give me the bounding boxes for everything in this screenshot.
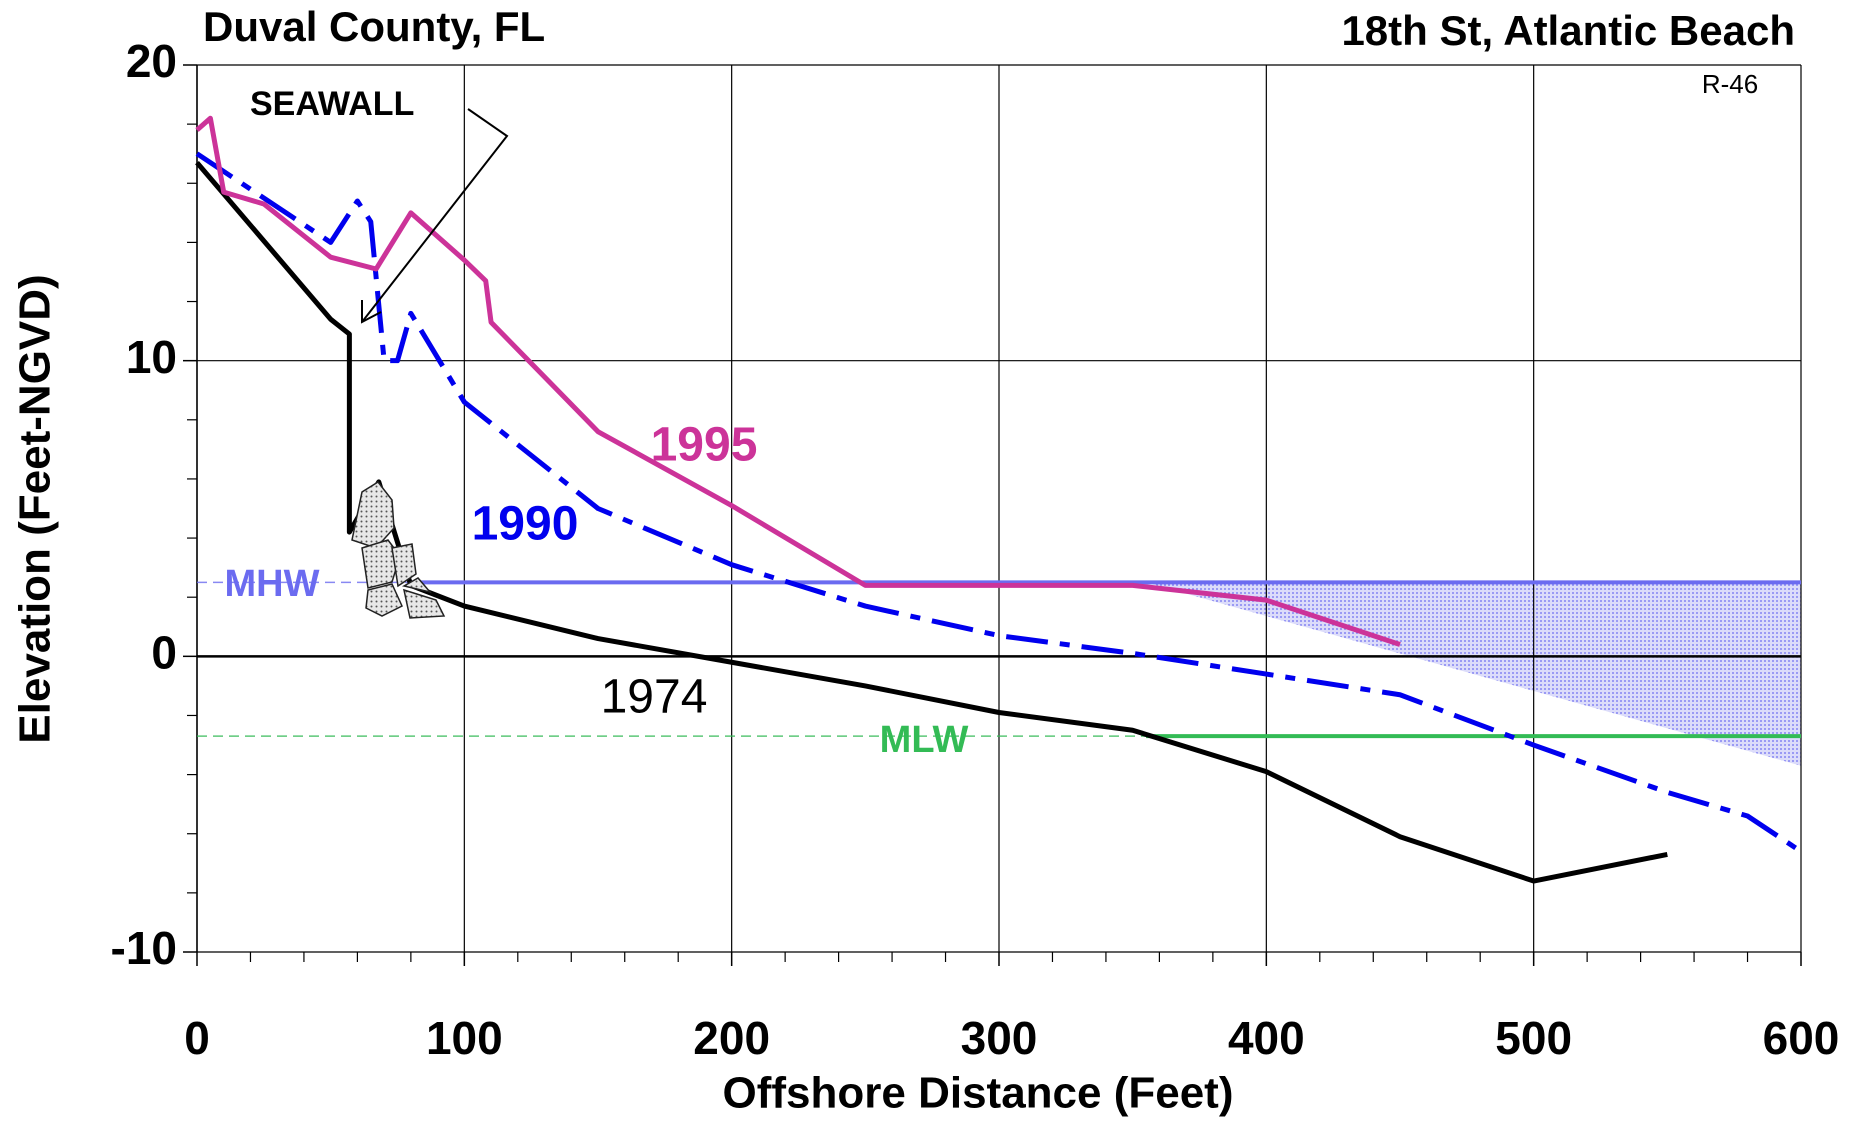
x-tick-label: 300 <box>961 1012 1038 1064</box>
reference-label: MLW <box>880 719 969 761</box>
x-tick-label: 500 <box>1495 1012 1572 1064</box>
y-tick-label: -10 <box>111 922 177 974</box>
x-tick-label: 0 <box>184 1012 210 1064</box>
y-axis-title: Elevation (Feet-NGVD) <box>11 274 60 743</box>
data-line <box>197 163 1667 881</box>
profile-id: R-46 <box>1702 69 1758 99</box>
x-tick-label: 600 <box>1763 1012 1840 1064</box>
shaded-area <box>1146 582 1801 765</box>
page: Duval County, FL 18th St, Atlantic Beach… <box>0 0 1855 1125</box>
reference-label: MHW <box>225 563 320 605</box>
rock <box>392 544 416 586</box>
chart: Duval County, FL 18th St, Atlantic Beach… <box>0 0 1855 1125</box>
y-tick-label: 0 <box>151 626 177 678</box>
x-tick-label: 200 <box>693 1012 770 1064</box>
riprap <box>352 482 444 618</box>
rock <box>352 482 394 548</box>
chart-title: Duval County, FL <box>203 3 545 50</box>
x-tick-label: 400 <box>1228 1012 1305 1064</box>
series-label: 1974 <box>601 671 708 724</box>
y-tick-label: 20 <box>126 35 177 87</box>
annotation: SEAWALL <box>250 85 414 123</box>
x-tick-label: 100 <box>426 1012 503 1064</box>
chart-subtitle: 18th St, Atlantic Beach <box>1341 7 1795 54</box>
rock <box>366 584 402 616</box>
y-tick-label: 10 <box>126 331 177 383</box>
series-label: 1990 <box>472 498 579 551</box>
series-label: 1995 <box>651 419 758 472</box>
x-axis-title: Offshore Distance (Feet) <box>723 1069 1234 1118</box>
